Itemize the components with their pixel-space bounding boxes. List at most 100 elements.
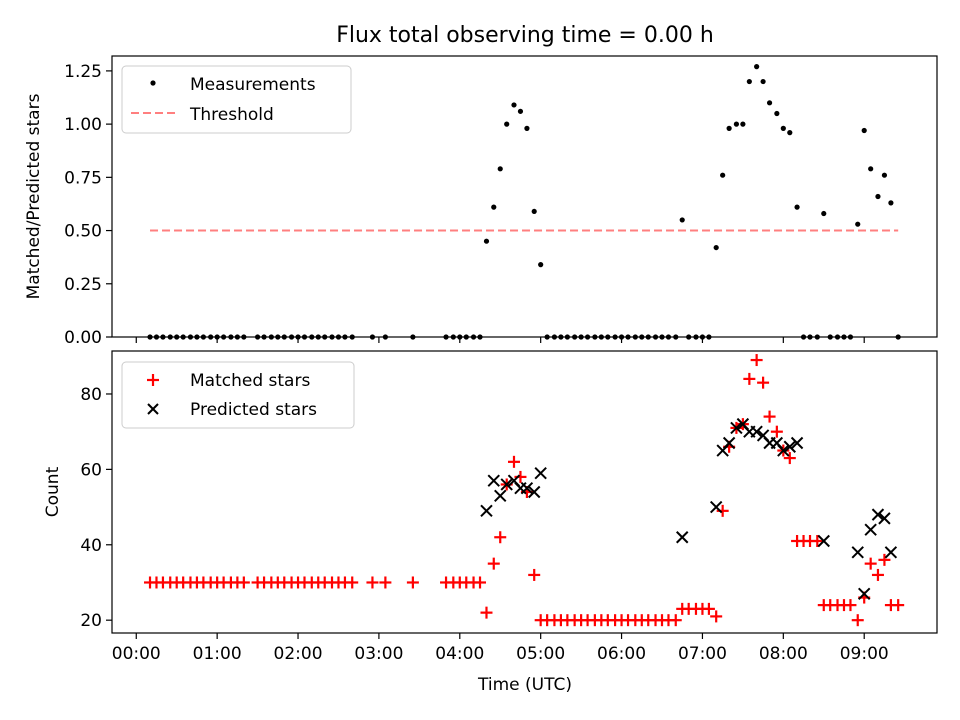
matched-star-point bbox=[474, 576, 487, 589]
measurement-point bbox=[639, 334, 645, 340]
measurement-point bbox=[673, 334, 679, 340]
measurement-point bbox=[895, 334, 901, 340]
matched-star-point bbox=[702, 602, 715, 615]
measurement-point bbox=[477, 334, 483, 340]
x-tick-label: 02:00 bbox=[274, 644, 323, 664]
predicted-star-point bbox=[790, 436, 804, 450]
top-series bbox=[147, 64, 901, 340]
bottom-y-ticks: 20 40 60 80 bbox=[80, 385, 112, 631]
x-tick-label: 06:00 bbox=[597, 644, 646, 664]
matched-star-point bbox=[487, 557, 500, 570]
legend-measurements-marker bbox=[150, 80, 156, 86]
matched-star-point bbox=[851, 614, 864, 627]
measurement-point bbox=[483, 238, 490, 244]
measurement-point bbox=[511, 102, 517, 108]
measurement-point bbox=[868, 166, 874, 172]
measurement-point bbox=[693, 334, 699, 340]
measurement-point bbox=[147, 334, 153, 340]
legend-threshold-label: Threshold bbox=[189, 105, 274, 125]
measurement-point bbox=[491, 204, 497, 210]
measurement-point bbox=[309, 334, 315, 340]
predicted-star-point bbox=[730, 421, 743, 435]
predicted-star-point bbox=[500, 478, 513, 491]
measurement-point bbox=[814, 334, 820, 340]
measurement-point bbox=[652, 334, 659, 340]
measurement-point bbox=[807, 334, 813, 340]
matched-star-point bbox=[710, 610, 723, 623]
measurement-point bbox=[167, 334, 173, 340]
measurement-point bbox=[726, 125, 732, 131]
bottom-x-axis-label: Time (UTC) bbox=[477, 675, 572, 695]
measurement-point bbox=[524, 125, 530, 131]
measurement-point bbox=[470, 334, 477, 340]
predicted-star-point bbox=[864, 523, 877, 536]
measurement-point bbox=[153, 334, 160, 340]
measurement-point bbox=[160, 334, 166, 340]
y-tick-label: 1.25 bbox=[64, 62, 102, 82]
bottom-x-ticks: 00:00 01:00 02:00 03:00 04:00 05:00 06:00 07:00… bbox=[112, 633, 889, 664]
predicted-star-point bbox=[884, 546, 898, 559]
measurement-point bbox=[881, 172, 888, 178]
measurement-point bbox=[382, 334, 388, 340]
top-y-ticks: 0.00 0.25 0.50 0.75 1.00 1.25 bbox=[64, 62, 112, 348]
measurement-point bbox=[618, 334, 625, 340]
measurement-point bbox=[200, 334, 206, 340]
y-tick-label: 80 bbox=[80, 385, 102, 405]
matched-star-point bbox=[770, 425, 783, 438]
predicted-star-point bbox=[480, 504, 493, 518]
measurement-point bbox=[746, 78, 752, 85]
matched-star-point bbox=[743, 372, 756, 385]
bottom-legend: Matched stars Predicted stars bbox=[121, 361, 355, 429]
measurement-point bbox=[369, 334, 376, 340]
bottom-series bbox=[144, 354, 905, 627]
measurement-point bbox=[335, 334, 342, 340]
measurement-point bbox=[187, 334, 194, 340]
matched-star-point bbox=[406, 576, 419, 589]
predicted-star-point bbox=[527, 485, 541, 499]
measurement-point bbox=[275, 334, 281, 340]
measurement-point bbox=[504, 121, 510, 127]
predicted-star-point bbox=[487, 474, 500, 487]
measurement-point bbox=[295, 334, 301, 340]
measurement-point bbox=[301, 334, 308, 340]
x-tick-label: 01:00 bbox=[193, 644, 242, 664]
measurement-point bbox=[612, 334, 618, 340]
measurement-point bbox=[457, 334, 463, 340]
x-tick-label: 08:00 bbox=[759, 644, 808, 664]
measurement-point bbox=[787, 130, 793, 136]
y-tick-label: 0.00 bbox=[64, 328, 102, 348]
matched-star-point bbox=[757, 376, 770, 389]
measurement-point bbox=[234, 334, 240, 340]
matched-star-point bbox=[811, 535, 824, 548]
measurement-point bbox=[888, 200, 894, 206]
x-tick-label: 05:00 bbox=[516, 644, 565, 664]
measurement-point bbox=[558, 334, 564, 340]
measurement-point bbox=[699, 334, 706, 340]
x-tick-label: 07:00 bbox=[678, 644, 727, 664]
measurement-point bbox=[241, 334, 247, 340]
x-tick-label: 04:00 bbox=[435, 644, 484, 664]
measurement-point bbox=[841, 334, 847, 340]
predicted-star-point bbox=[777, 444, 790, 457]
measurement-point bbox=[254, 334, 261, 340]
measurement-point bbox=[572, 334, 578, 340]
measurement-point bbox=[410, 334, 416, 340]
matched-star-point bbox=[346, 576, 359, 589]
measurement-point bbox=[834, 334, 841, 340]
y-tick-label: 20 bbox=[80, 611, 102, 631]
measurement-point bbox=[847, 334, 854, 340]
measurement-point bbox=[538, 262, 544, 268]
measurement-point bbox=[794, 204, 800, 210]
x-tick-label: 03:00 bbox=[354, 644, 403, 664]
predicted-star-point bbox=[520, 482, 534, 495]
measurement-point bbox=[659, 334, 665, 340]
matched-star-point bbox=[878, 553, 891, 566]
measurement-point bbox=[713, 244, 719, 251]
matched-star-point bbox=[366, 576, 379, 589]
measurement-point bbox=[180, 334, 186, 340]
matched-star-point bbox=[237, 576, 250, 589]
measurement-point bbox=[774, 110, 780, 117]
measurement-point bbox=[584, 334, 591, 340]
measurement-point bbox=[706, 334, 712, 340]
measurement-point bbox=[329, 334, 335, 340]
